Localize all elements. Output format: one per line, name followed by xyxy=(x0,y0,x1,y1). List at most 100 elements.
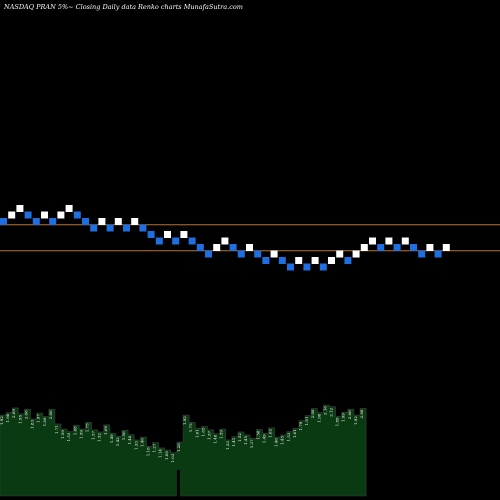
volume-label: 1.53 xyxy=(66,432,71,441)
renko-brick xyxy=(254,250,262,258)
renko-brick xyxy=(172,237,180,245)
volume-label: 1.57 xyxy=(91,430,96,439)
renko-brick xyxy=(114,218,122,225)
volume-label: 1.49 xyxy=(261,434,266,443)
renko-brick xyxy=(16,205,24,212)
volume-label: 2.12 xyxy=(329,407,334,416)
volume-label: 1.33 xyxy=(133,441,138,450)
renko-brick xyxy=(49,218,57,225)
volume-label: 1.03 xyxy=(170,453,175,462)
volume-label: 1.33 xyxy=(225,441,230,450)
renko-brick xyxy=(196,244,204,251)
volume-label: 1.98 xyxy=(5,413,10,422)
volume-label: 1.14 xyxy=(158,449,163,458)
renko-brick xyxy=(344,257,352,264)
volume-label: 1.92 xyxy=(353,416,358,425)
renko-brick xyxy=(0,218,7,225)
renko-brick xyxy=(24,211,32,219)
volume-label: 1.40 xyxy=(274,438,279,447)
renko-brick xyxy=(73,211,81,219)
volume-label: 1.83 xyxy=(30,420,35,429)
volume-label: 1.57 xyxy=(207,430,212,439)
volume-label: 1.37 xyxy=(249,439,254,448)
volume-label: 1.61 xyxy=(292,429,297,438)
renko-brick xyxy=(442,244,450,251)
volume-label: 1.98 xyxy=(316,413,321,422)
volume-label: 2.16 xyxy=(322,406,327,415)
volume-label: 1.68 xyxy=(72,426,77,435)
renko-brick xyxy=(262,257,270,264)
renko-brick xyxy=(434,250,442,258)
volume-label: 1.27 xyxy=(152,443,157,452)
chart-title: NASDAQ PRAN 5%~ Closing Daily data Renko… xyxy=(3,3,243,11)
volume-label: 1.59 xyxy=(78,430,83,439)
volume-label: 1.18 xyxy=(145,447,150,456)
renko-brick xyxy=(385,237,393,245)
volume-label: 1.59 xyxy=(219,430,224,439)
volume-label: 2.08 xyxy=(359,409,364,418)
renko-brick xyxy=(131,218,139,225)
volume-label: 1.91 xyxy=(304,417,309,426)
volume-label: 1.41 xyxy=(231,438,236,447)
volume-label: 1.28 xyxy=(176,443,181,452)
renko-brick xyxy=(352,250,360,258)
volume-label: 1.89 xyxy=(42,417,47,426)
renko-brick xyxy=(221,237,229,245)
renko-brick xyxy=(311,257,319,264)
volume-label: 2.06 xyxy=(48,410,53,419)
renko-brick xyxy=(188,237,196,245)
renko-brick xyxy=(369,237,376,245)
volume-label: 1.92 xyxy=(182,416,187,425)
volume-label: 1.71 xyxy=(54,425,59,434)
renko-brick xyxy=(246,244,253,251)
volume-label: 1.48 xyxy=(213,434,218,443)
volume-label: 1.99 xyxy=(341,413,346,422)
renko-brick xyxy=(401,237,409,245)
renko-brick xyxy=(164,231,171,238)
volume-label: 1.53 xyxy=(286,432,291,441)
renko-brick xyxy=(237,250,245,258)
renko-brick xyxy=(65,205,73,212)
volume-label: 1.61 xyxy=(194,429,199,438)
renko-brick xyxy=(426,244,434,251)
volume-gap xyxy=(176,470,180,500)
volume-label: 1.09 xyxy=(164,451,169,460)
renko-brick xyxy=(393,244,401,251)
volume-label: 1.79 xyxy=(298,421,303,430)
renko-brick xyxy=(180,231,188,238)
volume-label: 1.95 xyxy=(17,414,22,423)
renko-brick xyxy=(90,224,98,232)
renko-brick xyxy=(123,224,130,232)
volume-label: 2.09 xyxy=(11,409,16,418)
renko-brick xyxy=(229,244,237,251)
renko-brick xyxy=(336,250,344,258)
volume-label: 1.92 xyxy=(0,416,4,425)
renko-brick xyxy=(295,257,303,264)
volume-label: 1.69 xyxy=(103,425,108,434)
volume-label: 2.08 xyxy=(310,409,315,418)
renko-brick xyxy=(98,218,106,225)
renko-brick xyxy=(278,257,286,264)
volume-label: 1.40 xyxy=(139,438,144,447)
volume-area-path xyxy=(0,404,367,497)
volume-label: 1.75 xyxy=(188,423,193,432)
renko-brick xyxy=(213,244,221,251)
volume-labels: 1.92 1.982.091.952.061.831.97 1.892.061.71… xyxy=(0,406,364,463)
volume-label: 2.06 xyxy=(347,410,352,419)
renko-brick xyxy=(139,224,147,232)
volume-area xyxy=(0,404,367,500)
volume-label: 1.59 xyxy=(60,430,65,439)
volume-label: 1.42 xyxy=(115,437,120,446)
renko-brick xyxy=(57,211,65,219)
renko-brick xyxy=(155,237,163,245)
renko-brick xyxy=(41,211,48,219)
volume-label: 1.46 xyxy=(127,435,132,444)
volume-label: 1.62 xyxy=(268,428,273,437)
renko-brick xyxy=(377,244,385,251)
renko-brick xyxy=(147,231,155,238)
volume-label: 1.97 xyxy=(36,414,41,423)
volume-label: 1.58 xyxy=(255,430,260,439)
renko-brick xyxy=(287,263,294,271)
volume-label: 1.89 xyxy=(335,417,340,426)
renko-brick xyxy=(418,250,426,258)
